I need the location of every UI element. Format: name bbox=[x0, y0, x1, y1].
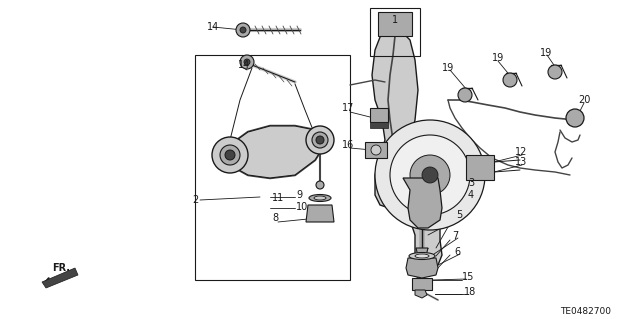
Text: 3: 3 bbox=[468, 178, 474, 188]
Text: 2: 2 bbox=[192, 195, 198, 205]
Circle shape bbox=[548, 65, 562, 79]
Text: 19: 19 bbox=[442, 63, 454, 73]
Text: 19: 19 bbox=[540, 48, 552, 58]
Text: 18: 18 bbox=[464, 287, 476, 297]
Bar bbox=[195, 55, 350, 280]
Polygon shape bbox=[42, 268, 78, 288]
Text: 20: 20 bbox=[578, 95, 590, 105]
Text: 5: 5 bbox=[456, 210, 462, 220]
Bar bbox=[370, 108, 388, 122]
Circle shape bbox=[458, 88, 472, 102]
Text: TE0482700: TE0482700 bbox=[560, 308, 611, 316]
Polygon shape bbox=[306, 205, 334, 222]
Circle shape bbox=[566, 109, 584, 127]
Circle shape bbox=[503, 73, 517, 87]
Text: 8: 8 bbox=[272, 213, 278, 223]
Circle shape bbox=[240, 27, 246, 33]
Text: FR.: FR. bbox=[52, 263, 70, 273]
Bar bbox=[466, 155, 494, 180]
Circle shape bbox=[371, 145, 381, 155]
Text: 17: 17 bbox=[342, 103, 355, 113]
Bar bbox=[378, 12, 412, 36]
Text: 13: 13 bbox=[515, 157, 527, 167]
Text: 7: 7 bbox=[452, 231, 458, 241]
Bar bbox=[412, 278, 432, 290]
Text: 10: 10 bbox=[296, 202, 308, 212]
Circle shape bbox=[244, 59, 250, 65]
Polygon shape bbox=[415, 290, 427, 298]
Circle shape bbox=[225, 150, 235, 160]
Text: 19: 19 bbox=[492, 53, 504, 63]
Circle shape bbox=[422, 167, 438, 183]
Bar bbox=[365, 142, 387, 158]
Polygon shape bbox=[230, 126, 320, 178]
Circle shape bbox=[316, 136, 324, 144]
Text: 14: 14 bbox=[238, 60, 250, 70]
Text: 4: 4 bbox=[468, 190, 474, 200]
Polygon shape bbox=[370, 122, 388, 128]
Text: 9: 9 bbox=[296, 190, 302, 200]
Text: 16: 16 bbox=[342, 140, 355, 150]
Text: 11: 11 bbox=[272, 193, 284, 203]
Circle shape bbox=[312, 132, 328, 148]
Polygon shape bbox=[406, 258, 438, 278]
Bar bbox=[370, 8, 420, 56]
Circle shape bbox=[220, 145, 240, 165]
Ellipse shape bbox=[415, 254, 429, 258]
Text: 14: 14 bbox=[207, 22, 220, 32]
Ellipse shape bbox=[409, 253, 435, 259]
Circle shape bbox=[212, 137, 248, 173]
Text: 1: 1 bbox=[392, 15, 398, 25]
Circle shape bbox=[240, 55, 254, 69]
Text: 6: 6 bbox=[454, 247, 460, 257]
Text: 15: 15 bbox=[462, 272, 474, 282]
Circle shape bbox=[236, 23, 250, 37]
Polygon shape bbox=[403, 178, 442, 228]
Circle shape bbox=[390, 135, 470, 215]
Polygon shape bbox=[416, 248, 428, 256]
Circle shape bbox=[306, 126, 334, 154]
Polygon shape bbox=[372, 28, 470, 270]
Circle shape bbox=[375, 120, 485, 230]
Circle shape bbox=[410, 155, 450, 195]
Ellipse shape bbox=[309, 195, 331, 202]
Text: 12: 12 bbox=[515, 147, 527, 157]
Ellipse shape bbox=[314, 196, 326, 200]
Circle shape bbox=[316, 181, 324, 189]
